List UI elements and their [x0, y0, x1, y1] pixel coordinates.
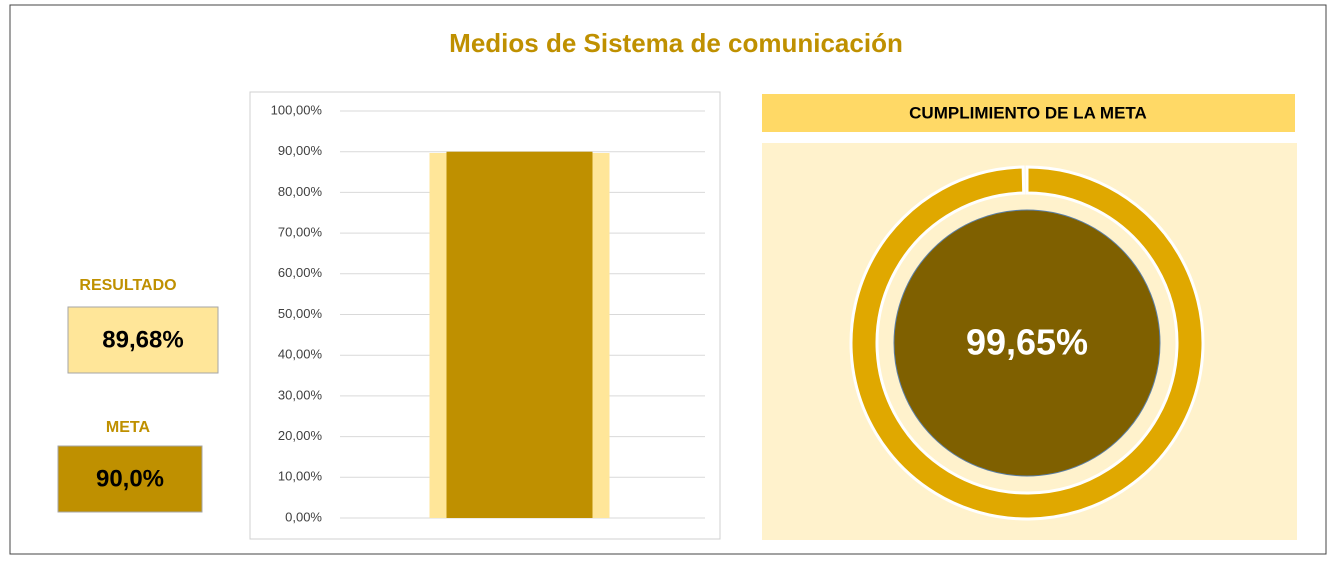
y-tick-label: 60,00%	[278, 265, 323, 280]
bar	[446, 151, 593, 518]
y-tick-label: 20,00%	[278, 428, 323, 443]
y-tick-label: 100,00%	[271, 102, 323, 117]
dashboard-title: Medios de Sistema de comunicación	[449, 28, 903, 58]
y-tick-label: 40,00%	[278, 347, 323, 362]
donut-segment	[849, 165, 1205, 521]
y-tick-label: 50,00%	[278, 306, 323, 321]
y-tick-label: 70,00%	[278, 225, 323, 240]
donut-title: CUMPLIMIENTO DE LA META	[909, 103, 1147, 122]
kpi-box	[57, 445, 203, 513]
donut-chart: 99,65%	[849, 165, 1205, 521]
y-tick-label: 90,00%	[278, 143, 323, 158]
donut-header	[762, 94, 1295, 132]
kpi-value: 89,68%	[102, 326, 183, 353]
kpi-label: META	[106, 419, 151, 436]
donut-center	[893, 209, 1161, 477]
y-tick-label: 0,00%	[285, 509, 322, 524]
y-tick-label: 80,00%	[278, 184, 323, 199]
donut-value-label: 99,65%	[966, 322, 1088, 363]
kpi-label: RESULTADO	[79, 277, 176, 294]
kpi-box	[67, 306, 219, 374]
kpi-value: 90,0%	[96, 465, 164, 492]
y-tick-label: 10,00%	[278, 469, 323, 484]
y-tick-label: 30,00%	[278, 387, 323, 402]
